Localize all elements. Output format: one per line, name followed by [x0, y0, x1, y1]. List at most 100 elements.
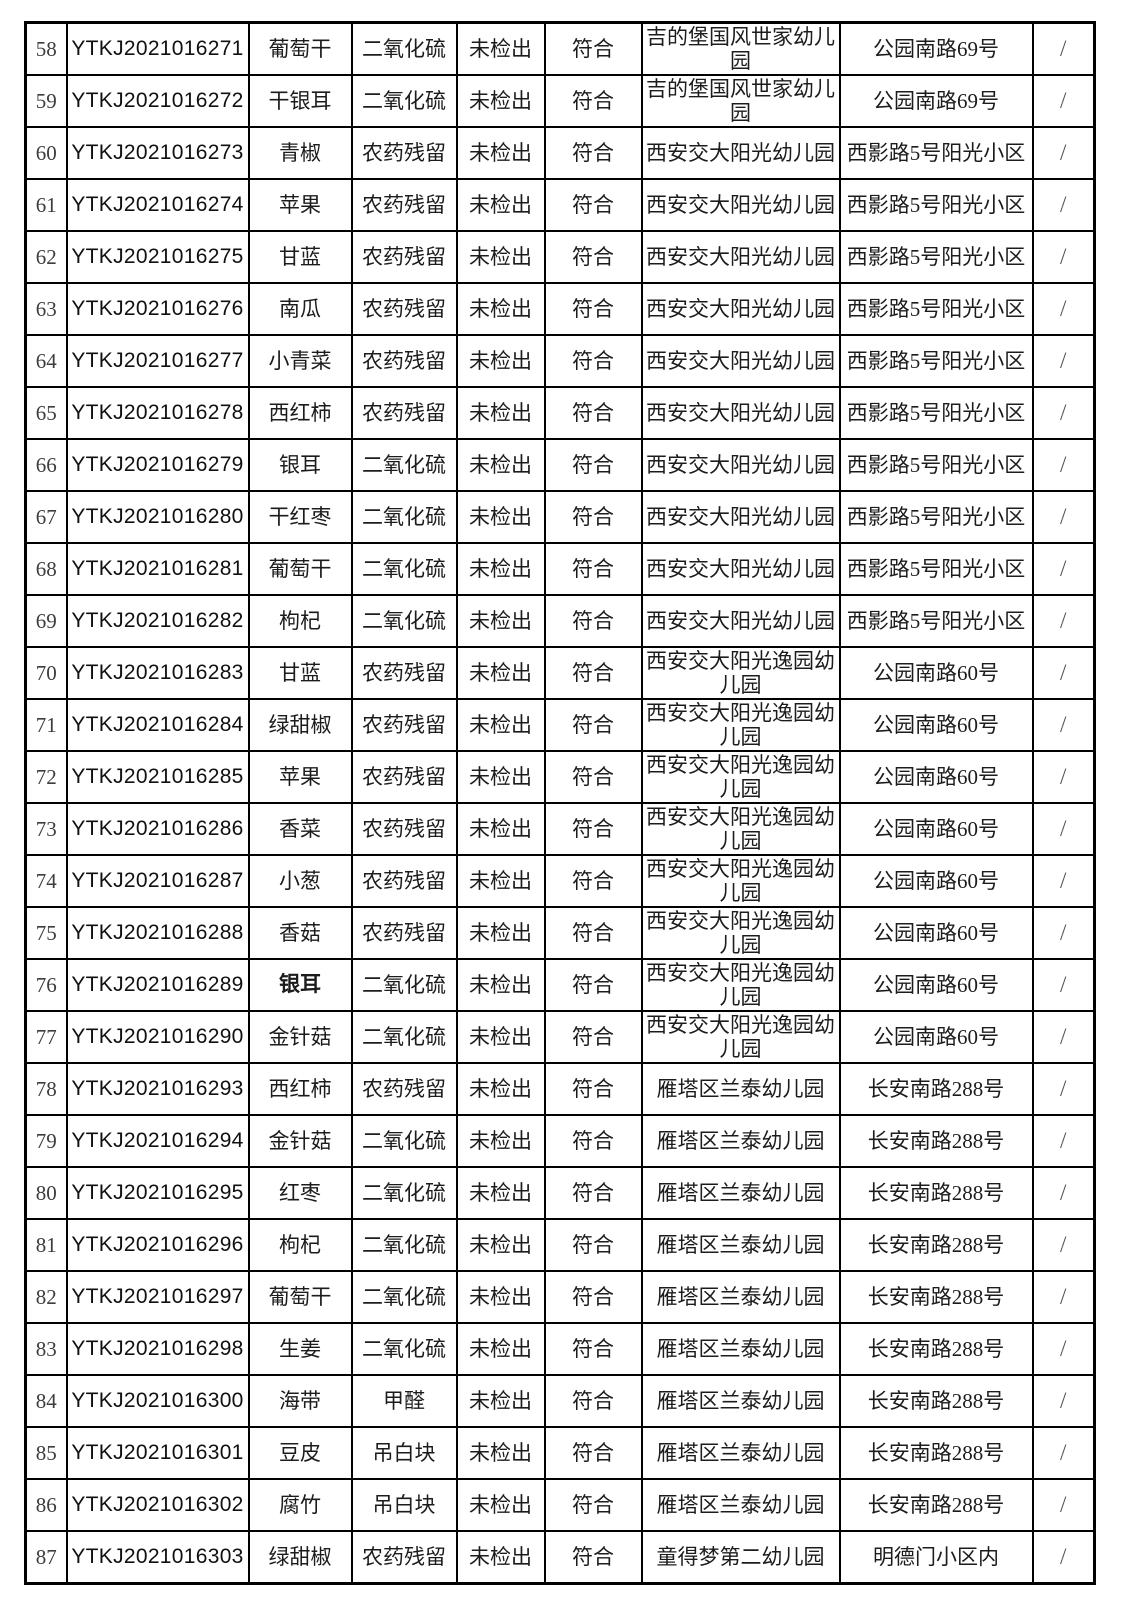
table-row: 71 YTKJ2021016284 绿甜椒 农药残留 未检出 符合 西安交大阳光逸园幼儿园公… [24, 698, 1096, 752]
test-item-cell: 二氧化硫 [350, 1270, 458, 1324]
sample-id-cell: YTKJ2021016297 [65, 1270, 250, 1324]
sample-id-cell: YTKJ2021016280 [65, 490, 250, 544]
remark-cell: / [1031, 1218, 1096, 1272]
sample-id-cell: YTKJ2021016275 [65, 230, 250, 284]
sample-id-cell: YTKJ2021016271 [65, 21, 250, 76]
remark-cell: / [1031, 74, 1096, 128]
org-name-cell: 雁塔区兰泰幼儿园 [640, 1114, 841, 1168]
result-cell: 未检出 [455, 438, 546, 492]
org-name-cell: 西安交大阳光幼儿园 [640, 178, 841, 232]
org-address-cell: 公园南路60号 [838, 750, 1034, 804]
result-cell: 未检出 [455, 1426, 546, 1480]
result-cell: 未检出 [455, 282, 546, 336]
seq-cell: 81 [24, 1218, 68, 1272]
seq-cell: 72 [24, 750, 68, 804]
sample-name-cell: 生姜 [247, 1322, 353, 1376]
org-name-cell: 吉的堡国风世家幼儿园 [640, 74, 841, 128]
seq-cell: 59 [24, 74, 68, 128]
sample-id-cell: YTKJ2021016301 [65, 1426, 250, 1480]
table-row: 79 YTKJ2021016294 金针菇 二氧化硫 未检出 符合 雁塔区兰泰幼儿园 长安南路… [24, 1114, 1096, 1168]
test-item-cell: 二氧化硫 [350, 438, 458, 492]
sample-name-cell: 香菜 [247, 802, 353, 856]
sample-id-cell: YTKJ2021016279 [65, 438, 250, 492]
conclusion-cell: 符合 [543, 1426, 643, 1480]
remark-cell: / [1031, 594, 1096, 648]
sample-id-cell: YTKJ2021016274 [65, 178, 250, 232]
table-row: 80 YTKJ2021016295 红枣 二氧化硫 未检出 符合 雁塔区兰泰幼儿园 长安南路2… [24, 1166, 1096, 1220]
sample-id-cell: YTKJ2021016276 [65, 282, 250, 336]
org-address-cell: 西影路5号阳光小区 [838, 594, 1034, 648]
seq-cell: 77 [24, 1010, 68, 1064]
test-item-cell: 二氧化硫 [350, 1166, 458, 1220]
org-name-cell: 西安交大阳光逸园幼儿园 [640, 1010, 841, 1064]
conclusion-cell: 符合 [543, 594, 643, 648]
sample-id-cell: YTKJ2021016282 [65, 594, 250, 648]
test-item-cell: 农药残留 [350, 1530, 458, 1585]
org-address-cell: 公园南路60号 [838, 1010, 1034, 1064]
sample-id-cell: YTKJ2021016290 [65, 1010, 250, 1064]
sample-name-cell: 西红柿 [247, 386, 353, 440]
table-row: 74 YTKJ2021016287 小葱 农药残留 未检出 符合 西安交大阳光逸园幼儿园 公园… [24, 854, 1096, 908]
result-cell: 未检出 [455, 958, 546, 1012]
seq-cell: 73 [24, 802, 68, 856]
org-name-cell: 雁塔区兰泰幼儿园 [640, 1478, 841, 1532]
sample-id-cell: YTKJ2021016284 [65, 698, 250, 752]
remark-cell: / [1031, 282, 1096, 336]
sample-name-cell: 绿甜椒 [247, 1530, 353, 1585]
result-cell: 未检出 [455, 178, 546, 232]
test-item-cell: 农药残留 [350, 282, 458, 336]
org-name-cell: 雁塔区兰泰幼儿园 [640, 1426, 841, 1480]
food-safety-sample-table: 58 YTKJ2021016271 葡萄干 二氧化硫 未检出 符合 吉的堡国风世家幼儿园 公园… [24, 21, 1096, 1585]
sample-name-cell: 苹果 [247, 178, 353, 232]
test-item-cell: 农药残留 [350, 178, 458, 232]
org-name-cell: 西安交大阳光逸园幼儿园 [640, 802, 841, 856]
test-item-cell: 甲醛 [350, 1374, 458, 1428]
conclusion-cell: 符合 [543, 1062, 643, 1116]
seq-cell: 60 [24, 126, 68, 180]
seq-cell: 83 [24, 1322, 68, 1376]
remark-cell: / [1031, 542, 1096, 596]
conclusion-cell: 符合 [543, 646, 643, 700]
org-name-cell: 西安交大阳光幼儿园 [640, 594, 841, 648]
sample-id-cell: YTKJ2021016293 [65, 1062, 250, 1116]
seq-cell: 85 [24, 1426, 68, 1480]
org-name-cell: 西安交大阳光逸园幼儿园 [640, 906, 841, 960]
test-item-cell: 二氧化硫 [350, 74, 458, 128]
sample-id-cell: YTKJ2021016273 [65, 126, 250, 180]
test-item-cell: 农药残留 [350, 126, 458, 180]
result-cell: 未检出 [455, 750, 546, 804]
remark-cell: / [1031, 230, 1096, 284]
org-address-cell: 西影路5号阳光小区 [838, 334, 1034, 388]
sample-id-cell: YTKJ2021016277 [65, 334, 250, 388]
sample-name-cell: 葡萄干 [247, 1270, 353, 1324]
test-item-cell: 农药残留 [350, 906, 458, 960]
sample-id-cell: YTKJ2021016283 [65, 646, 250, 700]
seq-cell: 79 [24, 1114, 68, 1168]
org-address-cell: 长安南路288号 [838, 1218, 1034, 1272]
org-address-cell: 长安南路288号 [838, 1426, 1034, 1480]
org-address-cell: 西影路5号阳光小区 [838, 126, 1034, 180]
sample-name-cell: 甘蓝 [247, 646, 353, 700]
conclusion-cell: 符合 [543, 1322, 643, 1376]
sample-id-cell: YTKJ2021016272 [65, 74, 250, 128]
sample-name-cell: 苹果 [247, 750, 353, 804]
org-address-cell: 西影路5号阳光小区 [838, 178, 1034, 232]
sample-name-cell: 小青菜 [247, 334, 353, 388]
seq-cell: 65 [24, 386, 68, 440]
conclusion-cell: 符合 [543, 802, 643, 856]
seq-cell: 86 [24, 1478, 68, 1532]
test-item-cell: 二氧化硫 [350, 594, 458, 648]
sample-name-cell: 金针菇 [247, 1114, 353, 1168]
test-item-cell: 吊白块 [350, 1478, 458, 1532]
remark-cell: / [1031, 802, 1096, 856]
remark-cell: / [1031, 1114, 1096, 1168]
seq-cell: 84 [24, 1374, 68, 1428]
org-name-cell: 西安交大阳光幼儿园 [640, 386, 841, 440]
seq-cell: 87 [24, 1530, 68, 1585]
seq-cell: 71 [24, 698, 68, 752]
org-name-cell: 西安交大阳光幼儿园 [640, 334, 841, 388]
conclusion-cell: 符合 [543, 178, 643, 232]
sample-name-cell: 小葱 [247, 854, 353, 908]
seq-cell: 66 [24, 438, 68, 492]
